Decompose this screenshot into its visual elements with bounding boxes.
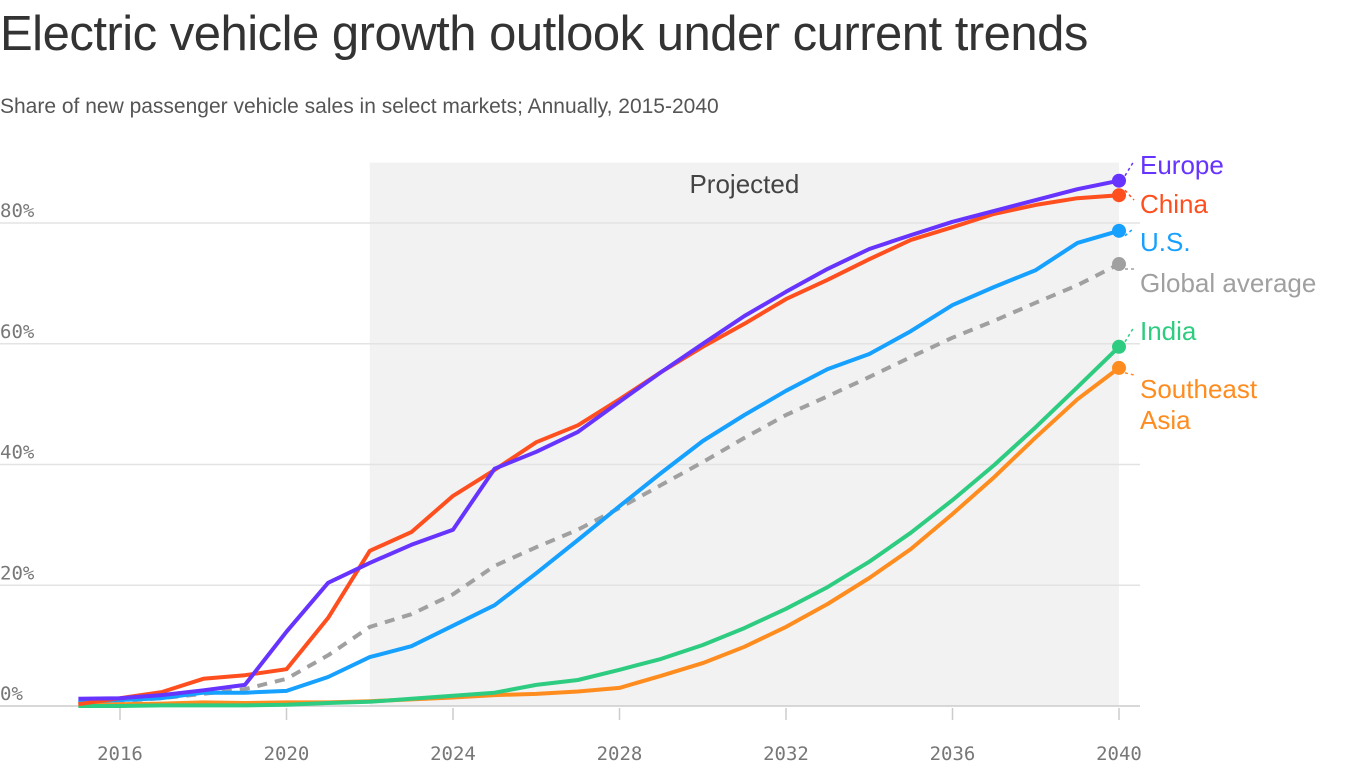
end-point-marker <box>1112 173 1126 188</box>
x-tick-label: 2036 <box>930 743 976 765</box>
x-tick-label: 2028 <box>597 743 643 765</box>
series-label: China <box>1140 189 1208 219</box>
y-tick-label: 60% <box>0 321 35 343</box>
label-leader <box>1124 227 1135 237</box>
series-label: India <box>1140 316 1197 346</box>
y-tick-label: 20% <box>0 562 35 584</box>
x-tick-label: 2040 <box>1096 743 1142 765</box>
x-tick-label: 2020 <box>264 743 310 765</box>
series-label: Southeast <box>1140 374 1258 404</box>
series-label: Asia <box>1140 405 1191 435</box>
series-line-u-s- <box>78 228 1120 704</box>
end-point-marker <box>1112 188 1126 203</box>
y-tick-label: 80% <box>0 200 35 222</box>
projected-label: Projected <box>689 169 799 199</box>
label-leader <box>1124 372 1135 376</box>
y-tick-label: 40% <box>0 442 35 464</box>
end-point-marker <box>1112 257 1126 272</box>
projected-region <box>369 162 1119 706</box>
chart-title: Electric vehicle growth outlook under cu… <box>0 7 1088 61</box>
series-line-southeast-asia <box>78 366 1121 707</box>
series-label: Europe <box>1140 150 1224 180</box>
x-tick-label: 2024 <box>430 743 476 765</box>
label-leader <box>1124 160 1135 177</box>
x-tick-label: 2032 <box>763 743 809 765</box>
x-tick-label: 2016 <box>97 743 143 765</box>
end-point-marker <box>1112 223 1126 238</box>
series-line-europe <box>78 178 1120 701</box>
series-label: Global average <box>1140 268 1316 298</box>
series-line-global-average <box>78 262 1120 705</box>
end-point-marker <box>1112 360 1126 375</box>
series-line-india <box>78 345 1121 708</box>
label-leader <box>1124 189 1135 201</box>
chart-subtitle: Share of new passenger vehicle sales in … <box>0 95 719 118</box>
series-label: U.S. <box>1140 227 1191 257</box>
end-point-marker <box>1112 339 1126 354</box>
label-leader <box>1124 326 1135 343</box>
y-tick-label: 0% <box>0 683 23 705</box>
